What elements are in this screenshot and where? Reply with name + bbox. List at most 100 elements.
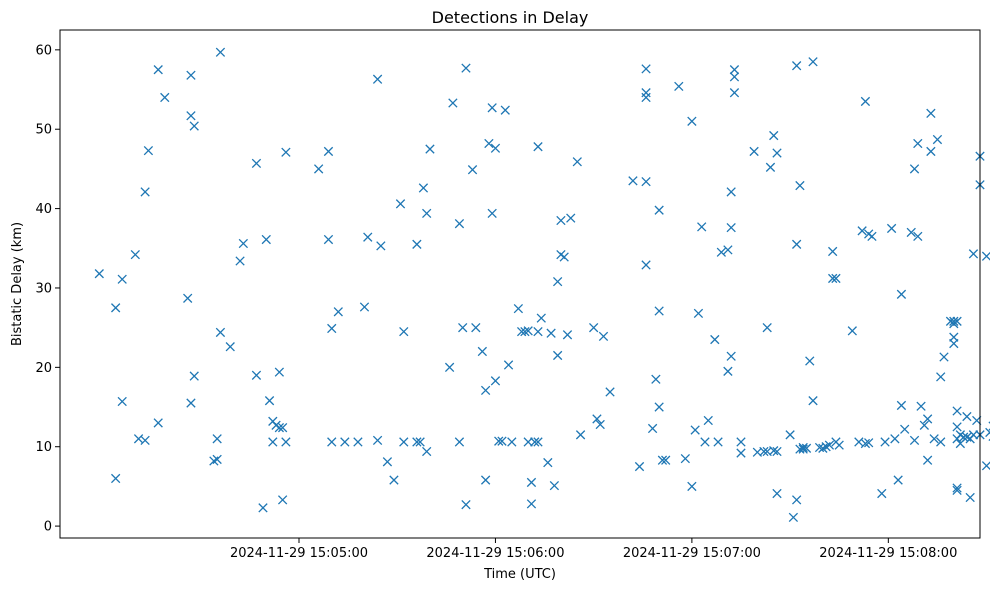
data-point-marker <box>654 205 664 215</box>
data-point-marker <box>376 241 386 251</box>
data-point-marker <box>313 164 324 174</box>
data-point-marker <box>143 145 154 156</box>
data-point-marker <box>461 500 471 510</box>
data-point-marker <box>641 88 651 98</box>
data-point-marker <box>952 316 962 326</box>
data-point-marker <box>723 366 733 376</box>
data-point-marker <box>726 351 736 361</box>
data-point-marker <box>572 157 582 167</box>
data-point-marker <box>654 402 664 412</box>
data-point-marker <box>153 65 163 75</box>
data-point-marker <box>828 246 838 257</box>
y-tick-label: 50 <box>35 123 52 138</box>
data-point-marker <box>110 303 121 313</box>
data-point-marker <box>422 208 432 219</box>
data-point-marker <box>785 430 795 440</box>
data-point-marker <box>759 446 769 457</box>
data-point-marker <box>274 367 285 377</box>
data-point-marker <box>857 226 867 236</box>
data-point-marker <box>477 346 488 357</box>
data-point-marker <box>526 477 537 488</box>
data-point-marker <box>372 74 383 84</box>
data-point-marker <box>225 342 235 352</box>
data-point-marker <box>808 396 818 406</box>
data-point-marker <box>454 219 465 229</box>
data-point-marker <box>281 147 291 157</box>
data-point-marker <box>461 63 471 73</box>
data-point-marker <box>968 249 979 259</box>
data-point-marker <box>687 481 697 492</box>
data-point-marker <box>867 231 877 242</box>
data-point-marker <box>552 276 563 287</box>
data-point-marker <box>641 64 651 74</box>
y-axis-title: Bistatic Delay (km) <box>10 222 25 346</box>
data-point-marker <box>523 326 533 336</box>
data-point-marker <box>801 443 812 453</box>
data-point-marker <box>769 130 779 141</box>
data-point-marker <box>922 414 933 424</box>
data-point-marker <box>212 434 222 444</box>
data-point-marker <box>598 331 609 342</box>
data-point-marker <box>490 376 501 386</box>
data-point-marker <box>251 158 262 169</box>
data-point-marker <box>922 455 933 465</box>
x-tick-label: 2024-11-29 15:05:00 <box>230 546 368 561</box>
data-point-marker <box>952 483 962 493</box>
plot-frame <box>59 29 981 539</box>
y-tick-label: 40 <box>35 202 52 217</box>
data-point-marker <box>186 111 196 121</box>
data-point-marker <box>906 227 916 238</box>
data-point-marker <box>412 437 422 447</box>
data-point-marker <box>484 138 494 149</box>
data-point-marker <box>444 362 455 373</box>
data-point-marker <box>926 146 936 157</box>
data-point-marker <box>726 187 736 197</box>
data-point-marker <box>700 437 710 447</box>
data-point-marker <box>628 176 638 186</box>
data-point-marker <box>641 260 651 270</box>
data-point-marker <box>592 414 602 424</box>
data-point-marker <box>847 326 857 336</box>
data-point-marker <box>736 448 746 458</box>
data-point-marker <box>277 423 288 433</box>
data-point-marker <box>117 274 127 284</box>
data-point-marker <box>323 234 334 245</box>
y-tick-label: 10 <box>35 440 52 455</box>
data-point-marker <box>327 323 337 334</box>
data-point-marker <box>566 213 576 223</box>
data-point-marker <box>399 437 409 447</box>
data-point-marker <box>647 423 658 434</box>
data-point-marker <box>549 480 560 491</box>
data-point-marker <box>500 105 510 115</box>
data-point-marker <box>674 81 684 92</box>
data-point-marker <box>916 401 926 411</box>
data-point-marker <box>546 328 556 338</box>
data-point-marker <box>215 327 226 338</box>
data-point-marker <box>526 499 537 509</box>
data-point-marker <box>772 488 782 499</box>
data-point-marker <box>323 146 334 157</box>
data-point-marker <box>641 176 651 187</box>
x-tick-label: 2024-11-29 15:08:00 <box>819 546 957 561</box>
data-point-marker <box>238 238 249 249</box>
data-point-marker <box>791 495 802 505</box>
data-point-marker <box>693 308 704 319</box>
data-point-marker <box>896 400 907 411</box>
data-point-marker <box>981 251 990 261</box>
data-point-marker <box>189 121 199 131</box>
data-point-marker <box>140 435 150 446</box>
data-point-marker <box>520 326 530 337</box>
data-point-marker <box>657 455 668 465</box>
data-point-marker <box>877 488 887 499</box>
data-point-marker <box>399 326 409 337</box>
data-point-marker <box>749 146 759 157</box>
data-point-marker <box>651 374 661 384</box>
data-point-marker <box>968 430 979 440</box>
data-point-marker <box>497 436 507 446</box>
data-point-marker <box>765 162 776 172</box>
data-point-marker <box>716 247 727 257</box>
data-point-marker <box>880 437 890 447</box>
data-point-marker <box>595 419 605 430</box>
data-point-marker <box>772 446 782 457</box>
